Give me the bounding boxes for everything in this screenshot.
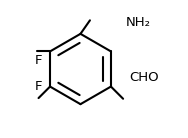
Text: CHO: CHO (129, 71, 159, 84)
Text: F: F (34, 80, 42, 93)
Text: F: F (34, 54, 42, 67)
Text: NH₂: NH₂ (126, 16, 151, 29)
